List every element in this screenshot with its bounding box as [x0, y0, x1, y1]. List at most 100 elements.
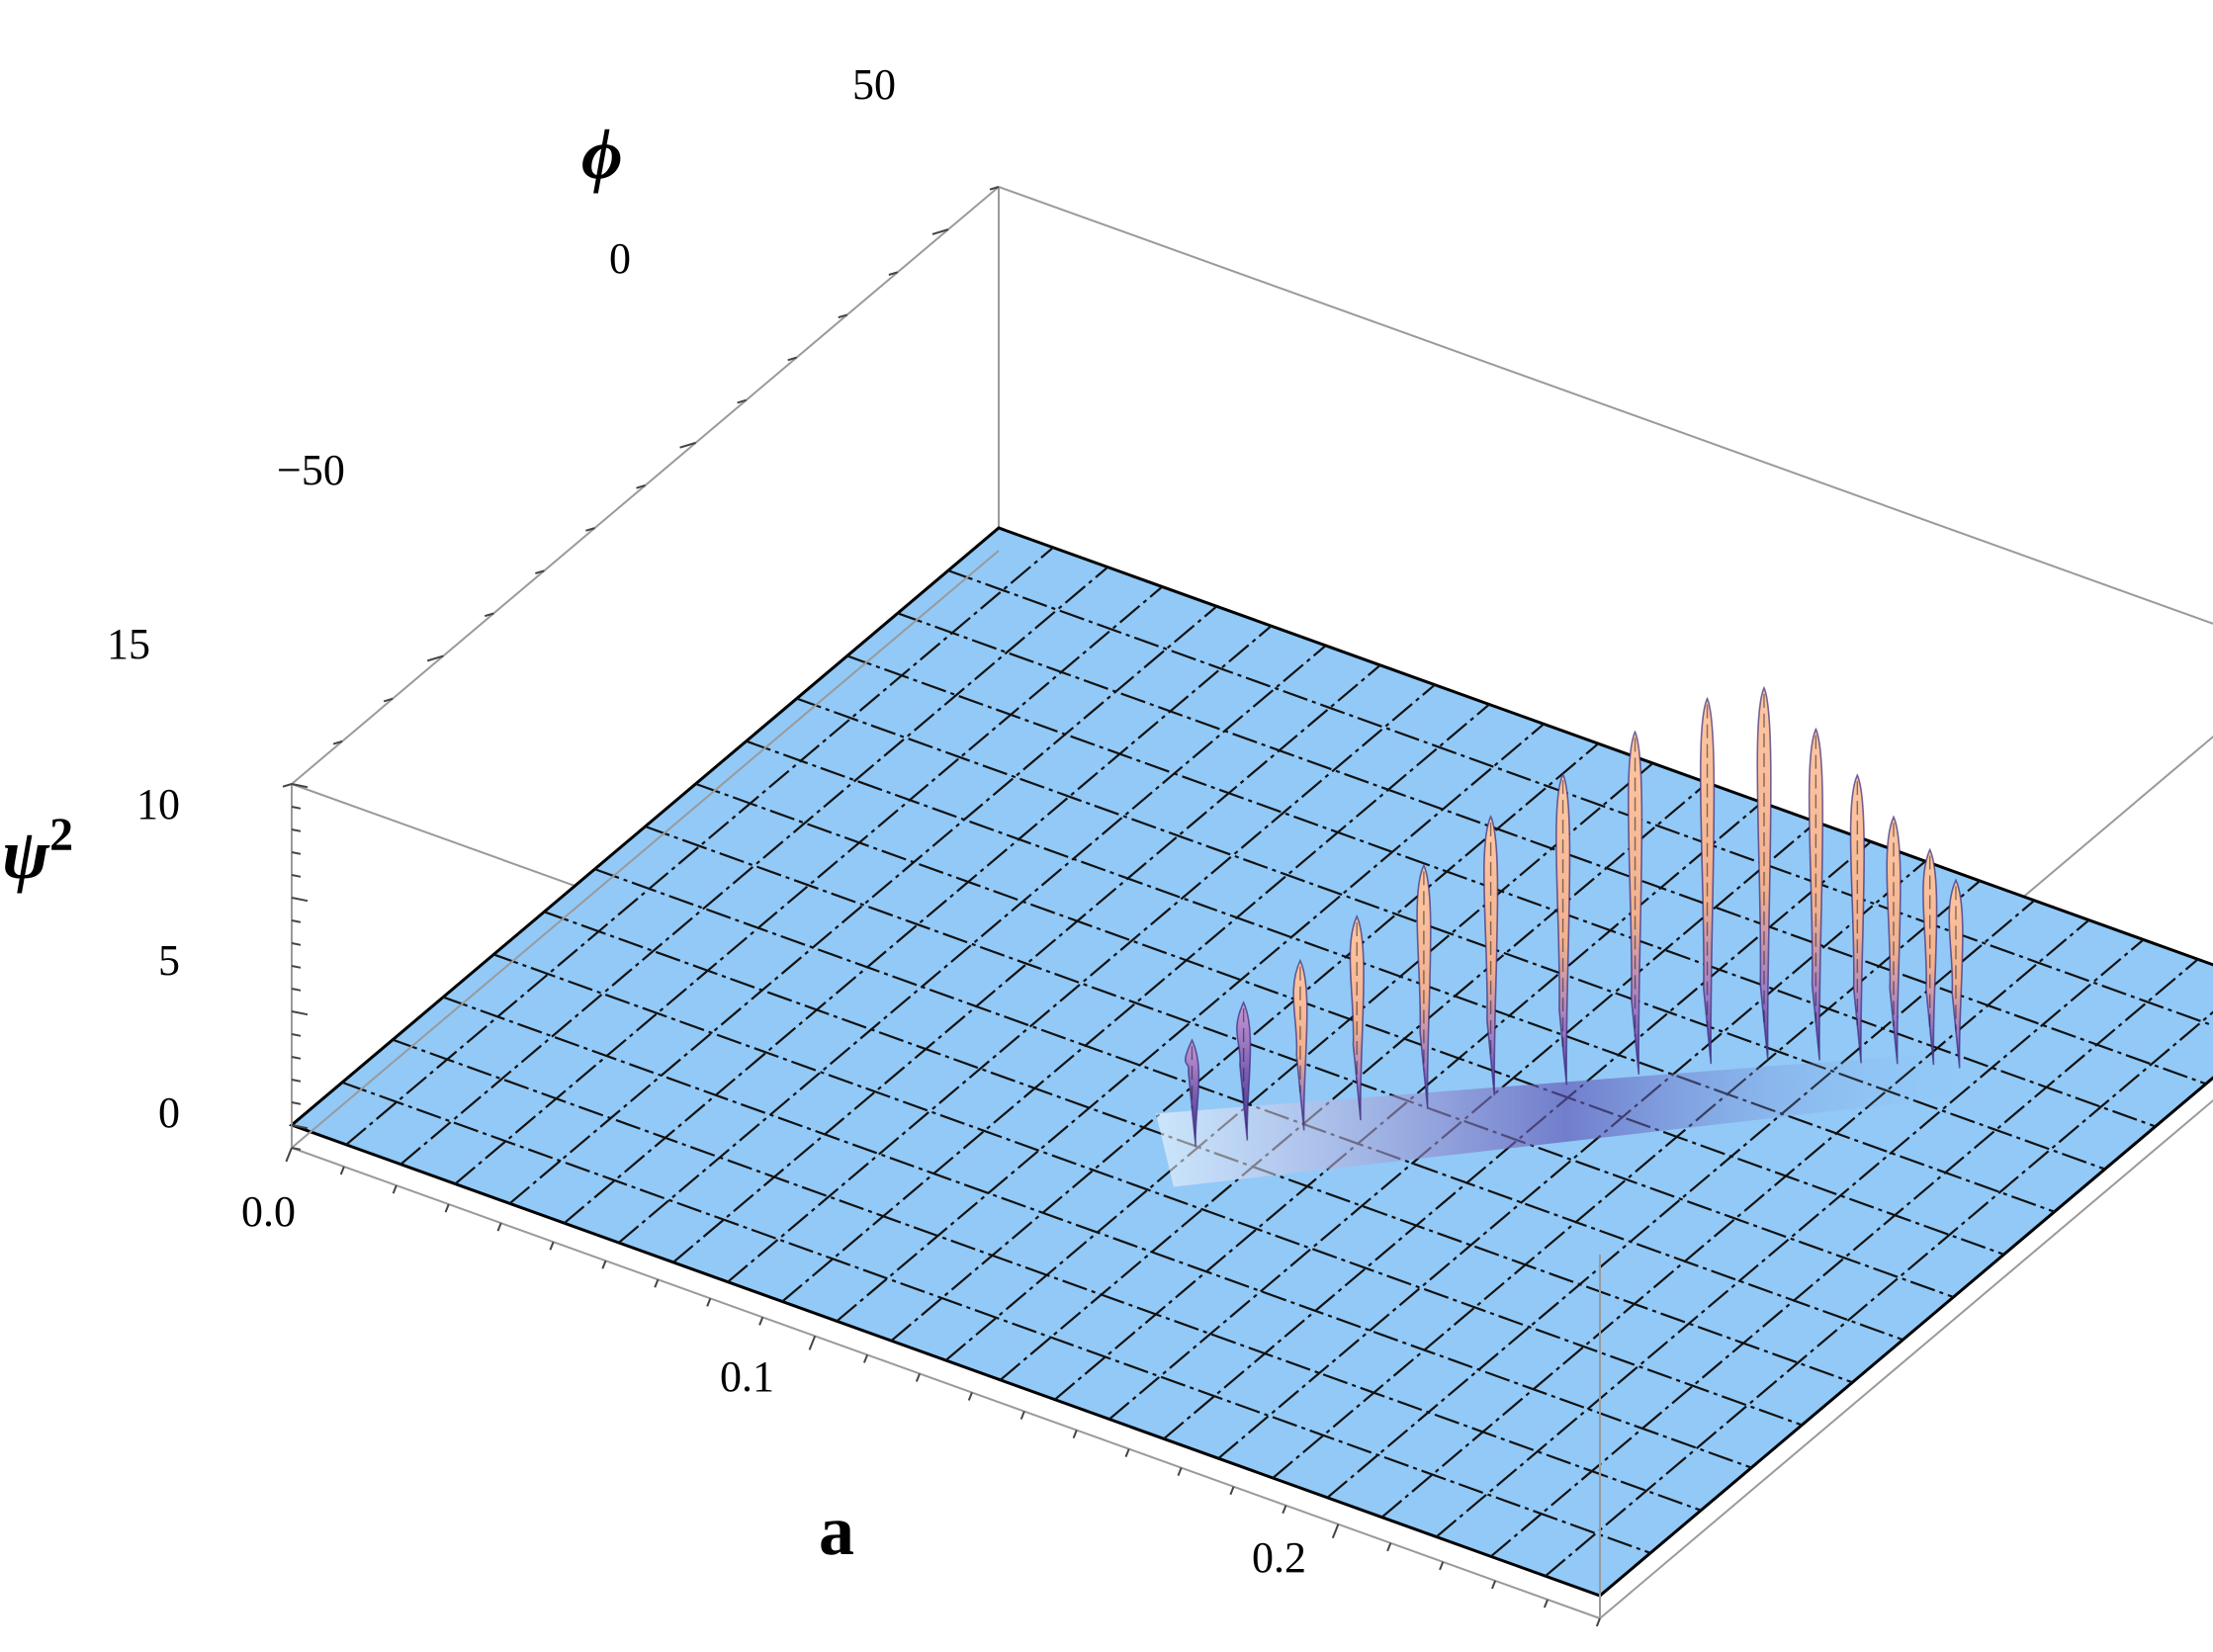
tick-mark	[585, 527, 595, 532]
mesh-line	[1545, 1010, 2213, 1578]
mesh-line	[947, 569, 2213, 1027]
mesh-line	[1054, 801, 1763, 1401]
z-tick-label: 0	[158, 1088, 180, 1137]
mesh-line	[1435, 938, 2145, 1538]
tick-mark	[291, 897, 309, 903]
tick-mark	[291, 942, 302, 946]
mesh-line	[1108, 821, 1817, 1421]
tick-mark	[444, 1203, 450, 1213]
mesh-line	[746, 739, 2056, 1213]
mesh-line	[508, 605, 1218, 1205]
tick-mark	[339, 1166, 345, 1175]
tick-mark	[1543, 1599, 1549, 1609]
mesh-line	[442, 996, 1752, 1469]
tick-mark	[1331, 1523, 1340, 1539]
tick-mark	[291, 851, 302, 855]
z-axis-label-base: ψ	[2, 815, 50, 894]
mesh-line	[492, 953, 1803, 1427]
tick-mark	[291, 828, 302, 832]
tick-mark	[291, 783, 309, 789]
tick-mark	[758, 1316, 764, 1326]
x-tick-label: 0.1	[720, 1352, 774, 1401]
tick-mark	[1595, 1617, 1601, 1627]
mesh-line	[727, 683, 1436, 1283]
axis-ticks	[282, 186, 1601, 1627]
mesh-line	[454, 585, 1164, 1185]
mesh-line	[672, 663, 1381, 1263]
tick-mark	[383, 697, 394, 703]
tick-mark	[1124, 1448, 1130, 1458]
surface-peak	[1699, 696, 1716, 1065]
tick-mark	[291, 1079, 302, 1083]
z-tick-label: 15	[107, 620, 150, 668]
tick-mark	[291, 988, 302, 992]
box-edge	[291, 550, 1000, 1149]
tick-mark	[291, 1033, 302, 1037]
tick-mark	[291, 806, 302, 810]
tick-mark	[291, 1101, 302, 1105]
y-tick-label: −50	[277, 446, 345, 494]
tick-mark	[888, 271, 899, 276]
tick-mark	[291, 1124, 309, 1130]
x-tick-label: 0.2	[1252, 1533, 1306, 1582]
surface-peak	[1292, 958, 1308, 1131]
tick-mark	[1491, 1580, 1497, 1590]
tick-mark	[1019, 1411, 1025, 1420]
surface-peak	[1886, 815, 1902, 1065]
ridge-shadow	[1156, 1050, 1978, 1187]
z-axis-label: ψ2	[2, 809, 73, 894]
tick-mark	[282, 783, 293, 788]
x-tick-label: 0.0	[241, 1187, 296, 1236]
tick-mark	[285, 1147, 293, 1163]
tick-mark	[496, 1222, 502, 1232]
tick-mark	[484, 612, 494, 618]
tick-mark	[1386, 1542, 1392, 1552]
tick-mark	[967, 1392, 973, 1401]
mesh-line	[341, 1081, 1651, 1554]
tick-mark	[392, 1184, 398, 1194]
surface-peak	[1849, 773, 1866, 1064]
tick-mark	[291, 1147, 302, 1151]
mesh-line	[695, 782, 2004, 1256]
tick-mark	[332, 739, 343, 745]
tick-mark	[787, 356, 798, 362]
floor-plane	[289, 526, 2213, 1598]
tick-mark	[1439, 1561, 1445, 1571]
tick-mark	[535, 569, 545, 574]
tick-mark	[291, 965, 302, 969]
tick-mark	[808, 1336, 817, 1350]
tick-mark	[601, 1260, 607, 1269]
tick-mark	[549, 1241, 555, 1251]
tick-mark	[862, 1354, 869, 1363]
mesh-line	[1490, 958, 2199, 1558]
tick-mark	[426, 654, 444, 662]
x-axis-label: a	[819, 1491, 854, 1570]
mesh-line	[345, 546, 1054, 1146]
surface-peak	[1349, 914, 1365, 1121]
mesh-line	[399, 565, 1108, 1166]
mesh-line	[563, 625, 1273, 1225]
mesh-line	[1380, 918, 2090, 1519]
mesh-line	[1326, 899, 2036, 1499]
z-axis-label-superscript: 2	[49, 809, 73, 861]
tick-mark	[291, 919, 302, 923]
z-tick-label: 10	[136, 780, 180, 828]
tick-mark	[679, 441, 696, 449]
mesh-line	[890, 742, 1600, 1343]
mesh-line	[846, 654, 2157, 1128]
box-edge	[1599, 1098, 2213, 1619]
surface-peak	[1483, 815, 1499, 1096]
tick-mark	[931, 228, 949, 235]
z-tick-label: 5	[158, 936, 180, 985]
tick-mark	[989, 186, 1000, 191]
tick-mark	[838, 313, 848, 319]
tick-mark	[1177, 1467, 1183, 1477]
tick-mark	[737, 398, 747, 404]
mesh-line	[1163, 840, 1872, 1440]
mesh-line	[594, 868, 1903, 1342]
mesh-line	[1217, 860, 1926, 1460]
y-tick-label: 50	[852, 60, 896, 109]
mesh-line	[392, 1038, 1702, 1512]
